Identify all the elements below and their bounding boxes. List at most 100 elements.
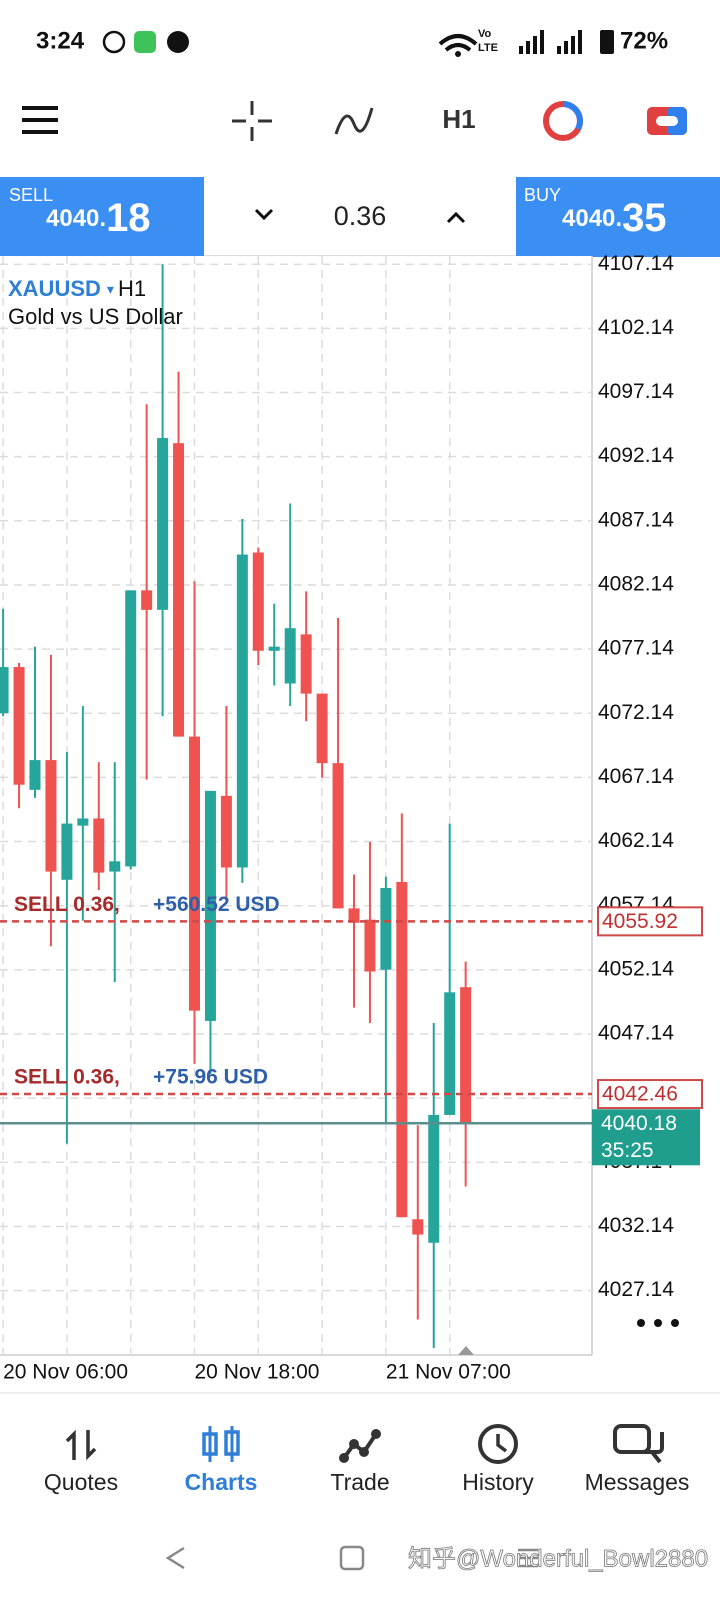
messages-icon — [630, 1432, 664, 1464]
candle-body — [380, 887, 392, 970]
bid-label: 4040.18 — [601, 1112, 677, 1135]
candle-body — [141, 590, 153, 610]
trade-timer-button — [562, 101, 583, 131]
candle-body — [0, 667, 9, 714]
candle-body — [61, 823, 73, 880]
messenger-icon — [167, 31, 189, 53]
order-label: SELL 0.36, — [14, 1066, 120, 1089]
messages-icon — [613, 1424, 651, 1454]
messages-icon — [134, 31, 156, 53]
order-price-box — [597, 906, 703, 937]
more-button[interactable] — [637, 1319, 679, 1327]
indicators-button[interactable] — [334, 107, 374, 135]
y-tick-label: 4077.14 — [598, 637, 674, 660]
volume-value[interactable]: 0.36 — [334, 201, 387, 231]
signal-icon — [519, 30, 582, 54]
buy-price: 4040.35 — [562, 196, 667, 240]
candle-body — [284, 628, 296, 684]
battery-level: 72% — [620, 27, 668, 54]
crosshair-button[interactable] — [232, 101, 272, 141]
candle-body — [252, 552, 264, 651]
buy-button[interactable] — [516, 177, 720, 257]
sell-button[interactable] — [0, 177, 204, 257]
nav-item[interactable]: History — [462, 1469, 534, 1495]
order-price: 4055.92 — [602, 910, 678, 933]
nav-item[interactable]: Trade — [330, 1469, 389, 1495]
nav-item[interactable]: Quotes — [44, 1469, 118, 1495]
charts-icon — [202, 1426, 240, 1462]
status-time: 3:24 — [36, 27, 85, 54]
system-recent[interactable] — [518, 1548, 538, 1568]
lte-label: LTE — [478, 42, 498, 54]
volte-label: Vo — [478, 28, 492, 40]
x-tick-label: 20 Nov 06:00 — [3, 1361, 128, 1384]
order-price: 4042.46 — [602, 1083, 678, 1106]
buy-price-big: 35 — [622, 196, 667, 240]
candle-body — [125, 590, 137, 867]
buy-price-small: 4040. — [562, 205, 622, 232]
nav-item[interactable]: Messages — [585, 1469, 690, 1495]
whatsapp-icon — [102, 30, 126, 54]
y-tick-label: 4027.14 — [598, 1278, 674, 1301]
chart-header: XAUUSD ▾ H1 — [8, 276, 146, 301]
sell-price: 4040.18 — [46, 196, 151, 240]
wifi-icon — [455, 51, 461, 57]
symbol-dropdown[interactable]: ▾ — [107, 281, 114, 297]
candle-body — [396, 881, 408, 1218]
battery-icon — [600, 30, 614, 54]
y-tick-label: 4107.14 — [598, 252, 674, 275]
buy-label: BUY — [524, 185, 561, 205]
y-tick-label: 4082.14 — [598, 573, 674, 596]
candle-body — [348, 908, 360, 923]
sell-label: SELL — [9, 185, 53, 205]
chart-timeframe: H1 — [118, 276, 146, 301]
symbol: XAUUSD — [8, 276, 101, 301]
system-home[interactable] — [339, 1545, 365, 1571]
bar-timer: 35:25 — [601, 1139, 654, 1162]
chart: 4107.14 4102.14 4097.14 4092.14 4087.14 4082.… — [0, 252, 703, 1384]
x-tick-label: 21 Nov 07:00 — [386, 1361, 511, 1384]
candle-body — [220, 795, 232, 868]
nav-item[interactable]: Charts — [185, 1469, 258, 1495]
sell-price-big: 18 — [106, 196, 151, 240]
timeframe-button[interactable]: H1 — [442, 104, 475, 134]
history-icon — [496, 1434, 508, 1453]
order-price-box — [597, 1079, 703, 1110]
order-label: SELL 0.36, — [14, 893, 120, 916]
candle-body — [173, 443, 185, 737]
candle-body — [316, 693, 328, 764]
candle-body — [189, 736, 200, 1011]
candle-body — [300, 634, 312, 694]
candle-body — [204, 790, 216, 1021]
scroll-marker — [458, 1346, 474, 1355]
y-tick-label: 4072.14 — [598, 701, 674, 724]
candle-body — [364, 919, 376, 972]
y-tick-label: 4067.14 — [598, 765, 674, 788]
volume-increase[interactable] — [446, 211, 466, 224]
y-tick-label: 4052.14 — [598, 957, 674, 980]
menu-button[interactable] — [22, 106, 58, 134]
y-tick-label: 4102.14 — [598, 316, 674, 339]
quotes-icon — [65, 1429, 97, 1461]
system-back[interactable] — [165, 1546, 185, 1570]
one-click-button — [656, 116, 678, 126]
bottom-nav: Quotes Charts Trade History Messages — [44, 1469, 689, 1495]
history-icon — [478, 1424, 518, 1464]
wifi-icon — [438, 34, 478, 52]
y-tick-label: 4047.14 — [598, 1022, 674, 1045]
candle-body — [13, 667, 25, 785]
trade-icon — [339, 1429, 381, 1463]
candle-body — [77, 818, 89, 826]
trade-icon — [342, 1432, 378, 1460]
candle-body — [460, 987, 472, 1124]
order-profit: +560.52 USD — [153, 893, 280, 916]
volume-decrease[interactable] — [254, 208, 274, 221]
y-tick-label: 4062.14 — [598, 829, 674, 852]
candle-body — [268, 646, 280, 651]
candle-body — [109, 861, 121, 872]
candle-body — [428, 1114, 440, 1243]
order-profit: +75.96 USD — [153, 1066, 268, 1089]
y-tick-label: 4087.14 — [598, 508, 674, 531]
